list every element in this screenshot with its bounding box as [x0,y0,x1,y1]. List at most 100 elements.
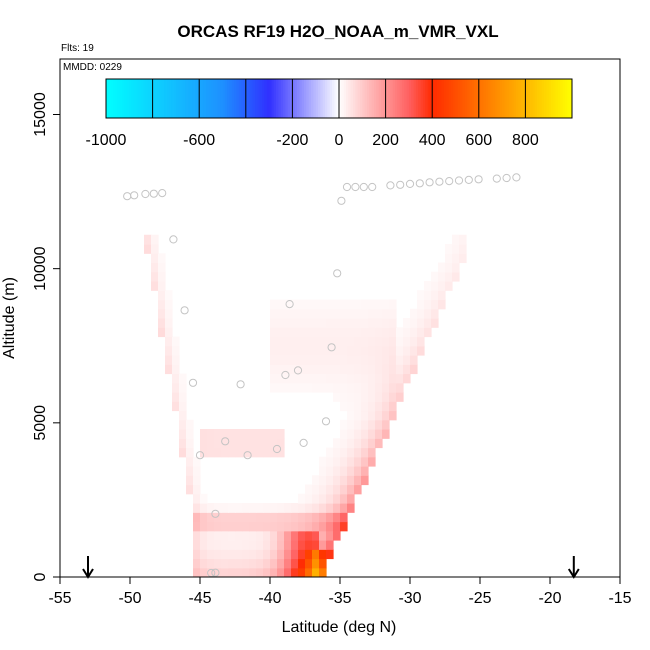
heat-cell [298,382,306,393]
heat-cell [389,336,397,347]
heat-cell [298,549,306,560]
heat-cell [431,271,439,282]
heat-cell [354,429,362,439]
heat-cell [340,299,348,310]
colorbar-segment [257,79,261,118]
heat-cell [249,540,257,550]
flight-point [285,300,294,309]
heat-cell [228,438,236,449]
heat-cell [312,299,320,310]
heat-cell [410,355,418,365]
heat-cell [319,456,327,467]
heat-cell [151,262,159,273]
heat-cell [242,540,250,550]
colorbar-segment [464,79,468,118]
heat-cell [305,327,313,338]
colorbar-segment [222,79,226,118]
heat-cell [179,429,187,439]
heat-cell [410,336,418,347]
heat-cell [354,475,362,486]
heat-cell [326,503,334,513]
heat-cell [263,438,271,449]
heat-cell [193,512,201,523]
heat-cell [375,392,383,402]
colorbar-segment [147,79,151,118]
colorbar-segment [315,79,319,118]
colorbar-segment [471,79,475,118]
heat-cell [340,466,348,476]
colorbar-segment [434,79,438,118]
heat-cell [235,558,243,569]
colorbar-segment [339,79,342,118]
heat-cell [340,382,348,393]
colorbar-segment [490,79,494,118]
heat-cell [333,299,341,310]
heat-cell [158,253,166,264]
colorbar-segment [308,79,312,118]
heat-cell [312,549,320,560]
heat-cell [228,521,236,532]
heat-cell [319,493,327,504]
heat-cell [424,308,432,319]
flight-point [188,378,198,387]
heat-cell [319,549,327,560]
heat-cell [228,512,236,523]
heat-cell [221,558,229,569]
x-axis-label: Latitude (deg N) [282,619,397,636]
colorbar-segment [180,79,184,118]
heat-cell [340,475,348,486]
heat-cell [298,318,306,328]
heat-cell [284,567,292,577]
heat-cell [256,521,264,532]
heat-cell [382,364,390,375]
heat-cell [368,299,376,310]
heat-cell [333,503,341,513]
heat-cell [242,558,250,569]
colorbar-segment [511,79,515,118]
heat-cell [326,318,334,328]
heat-cell [340,345,348,356]
heat-cell [333,438,341,449]
heat-cell [158,271,166,282]
colorbar-segment [108,79,112,118]
heat-cell [263,567,271,577]
colorbar-segment [306,79,310,118]
heat-cell [347,466,355,476]
heat-cell [207,438,215,449]
heat-cell [172,336,180,347]
colorbar-tick-label: -200 [276,132,308,149]
heat-cell [445,253,453,264]
heat-cell [340,392,348,402]
heat-cell [158,290,166,301]
flight-point [359,182,368,192]
heat-cell [200,530,208,541]
heat-cell [305,318,313,328]
colorbar-segment [558,79,561,118]
flight-point [169,235,178,244]
heat-cell [382,429,390,439]
heat-cell [298,299,306,310]
heat-cell [179,392,187,402]
colorbar-segment [539,79,543,118]
heat-cell [179,401,187,412]
heat-cell [459,244,467,254]
heat-cell [305,373,313,384]
heat-cell [291,567,299,577]
colorbar-segment [341,79,345,118]
heat-cell [319,336,327,347]
colorbar-segment [406,79,410,118]
heat-cell [214,429,222,439]
heat-cell [291,540,299,550]
heat-cell [270,299,278,310]
date-label: MMDD: 0229 [63,62,122,73]
x-tick-label: -35 [328,590,351,607]
heat-cell [333,512,341,523]
heat-cell [319,484,327,495]
colorbar-segment [231,79,235,118]
heat-cell [277,438,285,449]
colorbar-segment [485,79,489,118]
heat-cell [263,429,271,439]
heat-cell [368,419,376,430]
heat-cell [242,503,250,513]
colorbar-segment [565,79,568,118]
